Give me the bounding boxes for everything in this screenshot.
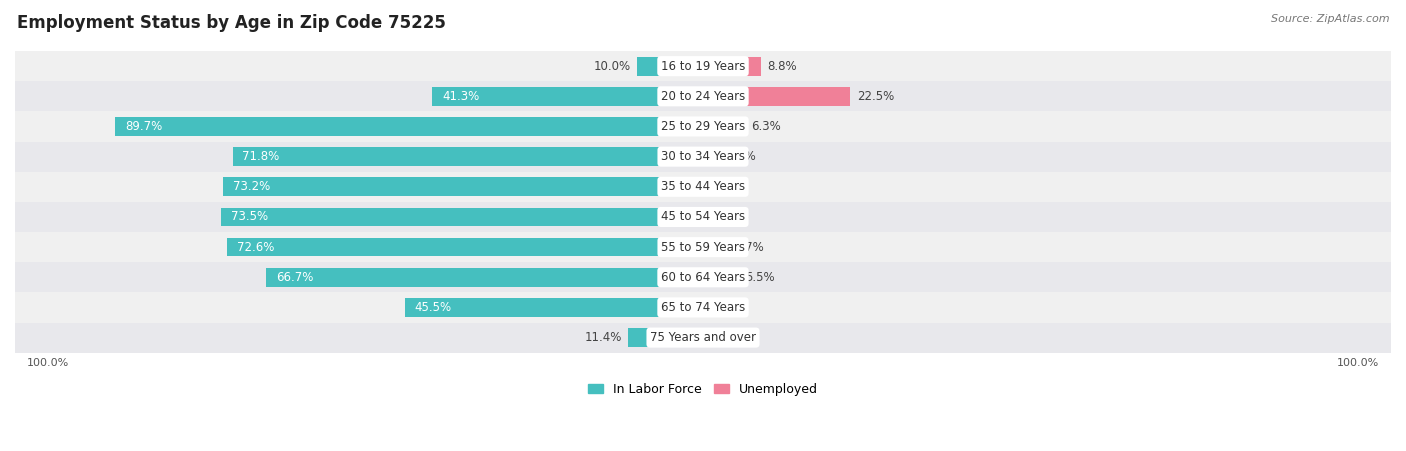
Text: Source: ZipAtlas.com: Source: ZipAtlas.com xyxy=(1271,14,1389,23)
Text: 0.5%: 0.5% xyxy=(713,301,742,314)
Text: 25 to 29 Years: 25 to 29 Years xyxy=(661,120,745,133)
Text: 71.8%: 71.8% xyxy=(242,150,280,163)
Bar xyxy=(15,142,1391,172)
Bar xyxy=(637,57,703,75)
Bar xyxy=(15,111,1391,142)
Bar xyxy=(15,292,1391,322)
Bar xyxy=(115,117,703,136)
Text: 60 to 64 Years: 60 to 64 Years xyxy=(661,271,745,284)
Text: 16 to 19 Years: 16 to 19 Years xyxy=(661,60,745,73)
Bar xyxy=(15,202,1391,232)
Bar xyxy=(703,207,713,226)
Bar xyxy=(405,298,703,317)
Text: 75 Years and over: 75 Years and over xyxy=(650,331,756,344)
Text: 35 to 44 Years: 35 to 44 Years xyxy=(661,180,745,193)
Bar xyxy=(628,328,703,347)
Text: 20 to 24 Years: 20 to 24 Years xyxy=(661,90,745,103)
Bar xyxy=(703,268,740,287)
Bar xyxy=(15,81,1391,111)
Bar xyxy=(15,172,1391,202)
Text: Employment Status by Age in Zip Code 75225: Employment Status by Age in Zip Code 752… xyxy=(17,14,446,32)
Bar xyxy=(703,57,761,75)
Legend: In Labor Force, Unemployed: In Labor Force, Unemployed xyxy=(583,378,823,401)
Text: 45.5%: 45.5% xyxy=(415,301,451,314)
Text: 45 to 54 Years: 45 to 54 Years xyxy=(661,211,745,223)
Text: 65 to 74 Years: 65 to 74 Years xyxy=(661,301,745,314)
Bar xyxy=(703,298,706,317)
Text: 41.3%: 41.3% xyxy=(443,90,479,103)
Text: 1.5%: 1.5% xyxy=(720,211,749,223)
Bar xyxy=(433,87,703,106)
Text: 89.7%: 89.7% xyxy=(125,120,162,133)
Text: 30 to 34 Years: 30 to 34 Years xyxy=(661,150,745,163)
Bar xyxy=(703,147,720,166)
Text: 10.0%: 10.0% xyxy=(593,60,631,73)
Text: 5.5%: 5.5% xyxy=(745,271,775,284)
Bar xyxy=(703,87,851,106)
Bar xyxy=(703,328,721,347)
Text: 8.8%: 8.8% xyxy=(768,60,797,73)
Text: 22.5%: 22.5% xyxy=(858,90,894,103)
Text: 73.2%: 73.2% xyxy=(233,180,270,193)
Text: 2.7%: 2.7% xyxy=(727,331,756,344)
Bar xyxy=(228,238,703,257)
Text: 66.7%: 66.7% xyxy=(276,271,314,284)
Text: 11.4%: 11.4% xyxy=(585,331,621,344)
Text: 3.7%: 3.7% xyxy=(734,241,763,253)
Bar xyxy=(15,322,1391,353)
Bar xyxy=(703,177,710,196)
Bar xyxy=(232,147,703,166)
Bar xyxy=(15,262,1391,292)
Bar xyxy=(266,268,703,287)
Bar xyxy=(15,51,1391,81)
Text: 55 to 59 Years: 55 to 59 Years xyxy=(661,241,745,253)
Bar xyxy=(15,232,1391,262)
Bar xyxy=(703,238,727,257)
Text: 2.5%: 2.5% xyxy=(725,150,755,163)
Bar xyxy=(224,177,703,196)
Text: 73.5%: 73.5% xyxy=(231,211,269,223)
Text: 1.1%: 1.1% xyxy=(717,180,747,193)
Bar xyxy=(703,117,744,136)
Bar xyxy=(221,207,703,226)
Text: 72.6%: 72.6% xyxy=(238,241,274,253)
Text: 6.3%: 6.3% xyxy=(751,120,780,133)
